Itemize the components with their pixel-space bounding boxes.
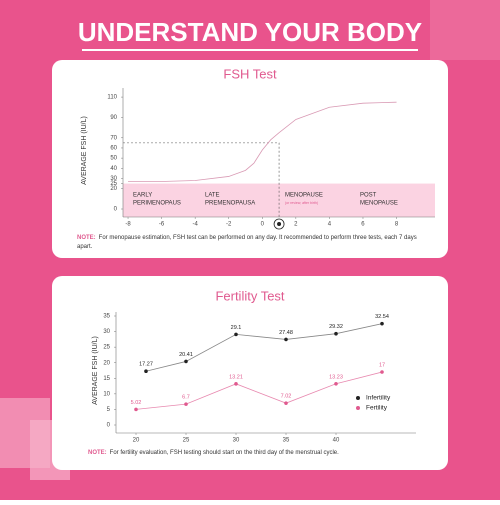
data-point xyxy=(134,407,138,412)
data-label: 27.48 xyxy=(279,330,293,336)
legend-marker xyxy=(356,406,360,410)
data-point xyxy=(234,332,238,337)
x-tick-label: 30 xyxy=(233,438,240,444)
x-tick-label: -2 xyxy=(226,222,232,228)
series-line xyxy=(145,323,383,372)
y-tick-label: 20 xyxy=(103,360,110,366)
x-tick-label: 4 xyxy=(328,222,332,228)
data-label: 5.02 xyxy=(131,400,142,406)
y-tick-label: 50 xyxy=(110,156,117,162)
data-label: 13.21 xyxy=(229,374,243,380)
note: NOTE: For fertility evaluation, FSH testi… xyxy=(88,450,339,456)
region-label: LATE xyxy=(205,193,220,199)
page-title: UNDERSTAND YOUR BODY xyxy=(78,17,422,47)
data-label: 32.54 xyxy=(375,314,389,320)
note-text-cont: apart. xyxy=(77,244,93,250)
data-label: 7.02 xyxy=(281,394,292,400)
x-tick-label: 0 xyxy=(261,222,265,228)
y-tick-label: 15 xyxy=(103,376,110,382)
y-tick-label: 0 xyxy=(107,423,111,429)
y-tick-label: 60 xyxy=(110,146,117,152)
data-point xyxy=(184,359,188,364)
highlight-dash xyxy=(123,142,280,217)
note-label: NOTE: xyxy=(88,450,107,456)
legend-marker xyxy=(356,396,360,400)
data-label: 29.1 xyxy=(231,325,242,331)
x-tick-label: -4 xyxy=(192,222,198,228)
x-tick-label: 2 xyxy=(294,222,298,228)
data-point xyxy=(380,321,384,326)
data-label: 13.23 xyxy=(329,374,343,380)
y-tick-label: 90 xyxy=(110,115,117,121)
series-line xyxy=(128,101,397,182)
card xyxy=(52,276,448,470)
y-tick-label: 25 xyxy=(103,345,110,351)
data-label: 20.41 xyxy=(179,352,193,358)
x-tick-label: 35 xyxy=(283,438,290,444)
data-point xyxy=(234,382,238,386)
note-text: For fertility evaluation, FSH testing sh… xyxy=(110,450,339,456)
y-tick-label: 35 xyxy=(103,314,110,320)
data-label: 6.7 xyxy=(182,395,190,401)
x-tick-label: 25 xyxy=(183,438,190,444)
data-point xyxy=(380,370,384,374)
data-point xyxy=(334,381,338,386)
series-line xyxy=(135,371,383,410)
x-tick-label: 20 xyxy=(133,438,140,444)
chart-title: FSH Test xyxy=(223,66,277,81)
region-label: MENOPAUSE xyxy=(360,201,398,207)
y-tick-label: 20 xyxy=(110,186,117,192)
chart-title: Fertility Test xyxy=(215,288,284,303)
data-point xyxy=(284,337,288,342)
highlight-dot xyxy=(277,222,282,226)
y-tick-label: 5 xyxy=(107,407,111,413)
data-point xyxy=(284,401,288,405)
data-label: 17 xyxy=(379,363,385,369)
y-tick-label: 40 xyxy=(110,166,117,172)
deco xyxy=(430,0,500,60)
x-tick-label: 6 xyxy=(361,222,365,228)
y-tick-label: 70 xyxy=(110,135,117,141)
y-tick-label: 10 xyxy=(103,391,110,397)
y-tick-label: 30 xyxy=(110,176,117,182)
data-point xyxy=(184,402,188,406)
data-label: 29.32 xyxy=(329,324,343,330)
note: NOTE: For menopause estimation, FSH test … xyxy=(77,235,417,250)
note-text: For menopause estimation, FSH test can b… xyxy=(99,235,417,241)
region-label: PREMENOPAUSA xyxy=(205,201,255,207)
data-point xyxy=(144,369,148,374)
y-tick-label: 25 xyxy=(110,181,117,187)
y-tick-label: 0 xyxy=(114,207,118,213)
x-tick-label: -6 xyxy=(159,222,165,228)
y-tick-label: 110 xyxy=(107,95,117,101)
region-sublabel: (or review, after birth) xyxy=(285,201,318,205)
data-point xyxy=(334,331,338,336)
x-tick-label: 8 xyxy=(395,222,399,228)
region-label: POST xyxy=(360,193,377,199)
legend-label: Infertility xyxy=(366,395,391,402)
data-label: 17.27 xyxy=(139,362,153,368)
y-axis-label: AVERAGE FSH (IU/L) xyxy=(81,116,88,185)
y-tick-label: 30 xyxy=(103,329,110,335)
region-label: PERIMENOPAUS xyxy=(133,201,181,207)
x-tick-label: 40 xyxy=(333,438,340,444)
x-tick-label: -8 xyxy=(125,222,131,228)
region-label: MENOPAUSE xyxy=(285,193,323,199)
y-axis-label: AVERAGE FSH (IU/L) xyxy=(92,336,99,405)
region-label: EARLY xyxy=(133,193,152,199)
note-label: NOTE: xyxy=(77,235,96,241)
legend-label: Fertility xyxy=(366,405,388,412)
